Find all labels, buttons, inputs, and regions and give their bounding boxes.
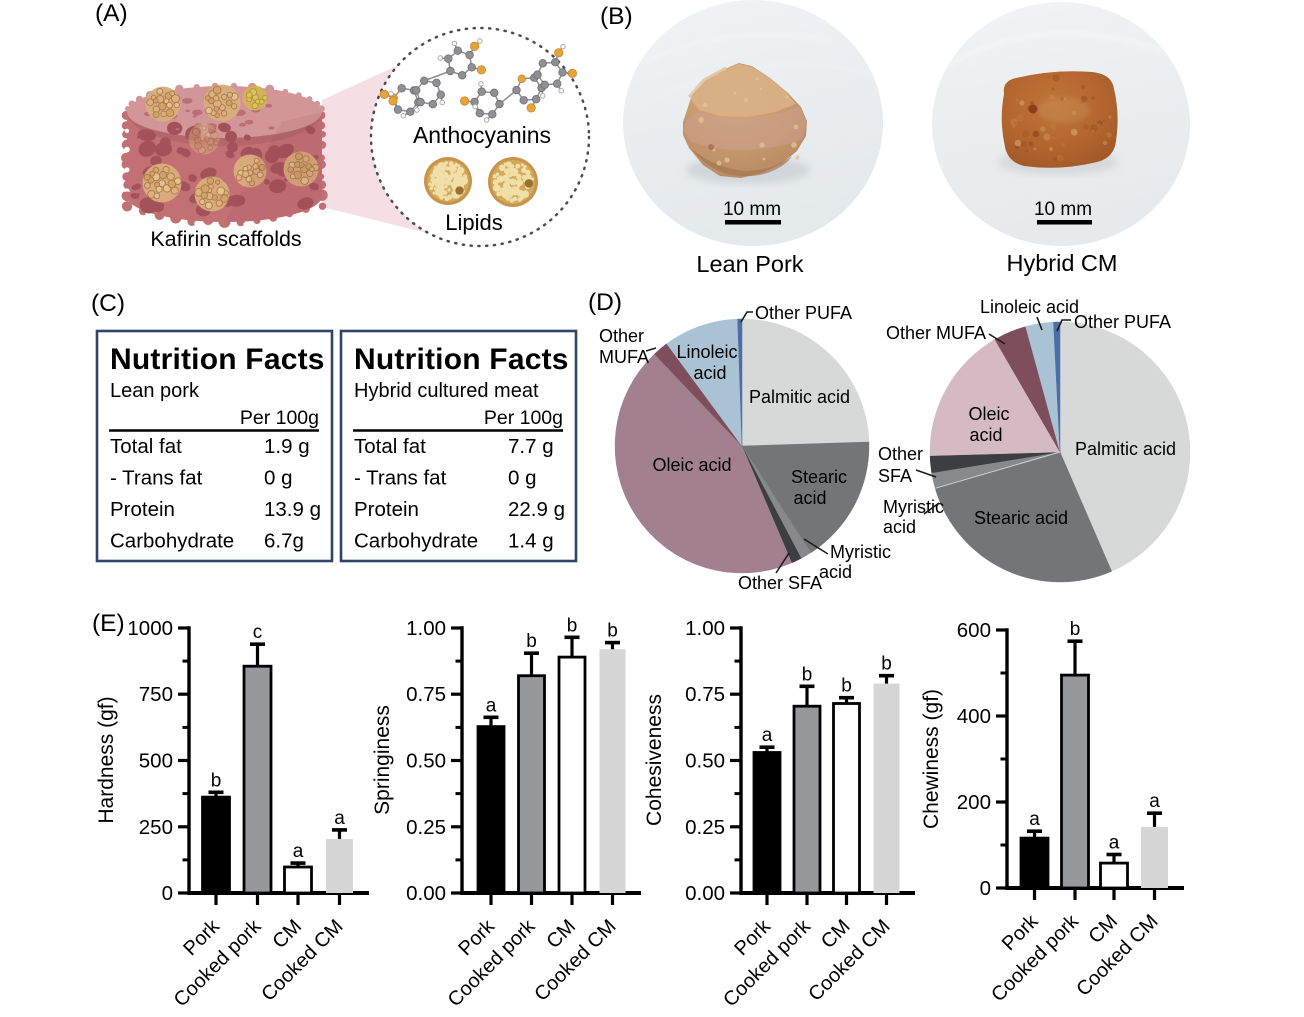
svg-text:1.4 g: 1.4 g	[508, 530, 554, 553]
svg-text:b: b	[526, 631, 537, 652]
svg-text:(E): (E)	[92, 610, 125, 637]
svg-text:400: 400	[957, 705, 991, 728]
svg-text:250: 250	[139, 816, 173, 839]
svg-text:acid: acid	[793, 488, 826, 508]
svg-text:Palmitic acid: Palmitic acid	[1075, 439, 1176, 459]
svg-text:Myristic: Myristic	[883, 497, 944, 517]
svg-text:MUFA: MUFA	[599, 347, 649, 367]
svg-text:a: a	[1149, 791, 1160, 812]
svg-text:b: b	[567, 615, 578, 636]
svg-text:acid: acid	[969, 425, 1002, 445]
svg-text:0 g: 0 g	[264, 467, 293, 490]
svg-text:Nutrition Facts: Nutrition Facts	[354, 343, 569, 376]
svg-text:(D): (D)	[588, 289, 622, 316]
svg-text:10 mm: 10 mm	[723, 199, 781, 220]
svg-text:10 mm: 10 mm	[1034, 199, 1092, 220]
svg-text:7.7 g: 7.7 g	[508, 435, 554, 458]
svg-text:13.9 g: 13.9 g	[264, 498, 321, 521]
svg-text:Springiness: Springiness	[371, 705, 394, 815]
svg-text:a: a	[486, 695, 497, 716]
svg-text:600: 600	[957, 619, 991, 642]
svg-text:acid: acid	[693, 363, 726, 383]
svg-text:Other SFA: Other SFA	[738, 573, 822, 593]
svg-text:Hardness (gf): Hardness (gf)	[95, 696, 118, 823]
svg-text:b: b	[841, 676, 852, 697]
svg-text:0: 0	[980, 877, 991, 900]
svg-text:a: a	[1109, 833, 1120, 854]
svg-text:acid: acid	[819, 562, 852, 582]
svg-text:Per 100g: Per 100g	[484, 407, 563, 429]
svg-text:1.9 g: 1.9 g	[264, 435, 310, 458]
svg-text:b: b	[1070, 619, 1081, 640]
svg-text:b: b	[211, 770, 222, 791]
svg-text:750: 750	[139, 683, 173, 706]
svg-text:0.00: 0.00	[406, 882, 446, 905]
svg-text:Total fat: Total fat	[354, 435, 426, 458]
svg-text:(B): (B)	[600, 3, 633, 30]
svg-text:22.9 g: 22.9 g	[508, 498, 565, 521]
svg-text:Oleic: Oleic	[968, 404, 1009, 424]
svg-text:Lean Pork: Lean Pork	[696, 251, 803, 277]
svg-text:(C): (C)	[91, 290, 125, 317]
svg-text:Lean pork: Lean pork	[110, 380, 200, 402]
svg-text:- Trans fat: - Trans fat	[110, 467, 203, 490]
svg-text:Chewiness (gf): Chewiness (gf)	[920, 689, 943, 829]
svg-text:Protein: Protein	[354, 498, 419, 521]
svg-text:Linoleic acid: Linoleic acid	[980, 297, 1079, 317]
svg-text:0.75: 0.75	[685, 683, 725, 706]
svg-text:a: a	[1029, 809, 1040, 830]
svg-text:Other: Other	[599, 326, 644, 346]
svg-text:1000: 1000	[127, 617, 173, 640]
svg-text:Carbohydrate: Carbohydrate	[354, 530, 478, 553]
svg-text:a: a	[334, 808, 345, 829]
svg-text:0 g: 0 g	[508, 467, 537, 490]
svg-text:Carbohydrate: Carbohydrate	[110, 530, 234, 553]
svg-text:Anthocyanins: Anthocyanins	[413, 122, 551, 148]
svg-text:0.00: 0.00	[685, 882, 725, 905]
svg-text:Other: Other	[878, 444, 923, 464]
svg-text:Other PUFA: Other PUFA	[1074, 312, 1171, 332]
svg-text:Palmitic acid: Palmitic acid	[749, 387, 850, 407]
svg-text:Protein: Protein	[110, 498, 175, 521]
svg-text:Oleic acid: Oleic acid	[652, 455, 731, 475]
svg-text:Linoleic: Linoleic	[676, 342, 737, 362]
svg-text:Hybrid CM: Hybrid CM	[1007, 250, 1118, 276]
svg-text:a: a	[293, 841, 304, 862]
svg-text:Total fat: Total fat	[110, 435, 182, 458]
svg-text:Stearic acid: Stearic acid	[974, 508, 1068, 528]
svg-text:0.25: 0.25	[406, 816, 446, 839]
svg-text:Nutrition Facts: Nutrition Facts	[110, 343, 325, 376]
svg-text:0.50: 0.50	[685, 750, 725, 773]
svg-text:0.75: 0.75	[406, 683, 446, 706]
svg-text:1.00: 1.00	[685, 617, 725, 640]
svg-text:SFA: SFA	[878, 466, 912, 486]
svg-text:a: a	[762, 725, 773, 746]
svg-text:- Trans fat: - Trans fat	[354, 467, 447, 490]
svg-text:1.00: 1.00	[406, 617, 446, 640]
svg-text:Lipids: Lipids	[445, 210, 502, 235]
svg-text:Myristic: Myristic	[830, 542, 891, 562]
svg-text:Other MUFA: Other MUFA	[886, 323, 986, 343]
svg-text:Kafirin scaffolds: Kafirin scaffolds	[150, 227, 301, 251]
svg-text:c: c	[253, 622, 263, 643]
svg-text:b: b	[607, 621, 618, 642]
svg-text:Other PUFA: Other PUFA	[755, 303, 852, 323]
svg-text:200: 200	[957, 791, 991, 814]
svg-text:Per 100g: Per 100g	[240, 407, 319, 429]
svg-text:6.7g: 6.7g	[264, 530, 304, 553]
svg-text:500: 500	[139, 750, 173, 773]
svg-text:Stearic: Stearic	[791, 467, 847, 487]
svg-text:Hybrid cultured meat: Hybrid cultured meat	[354, 380, 539, 402]
svg-text:0: 0	[162, 882, 173, 905]
svg-text:0.50: 0.50	[406, 750, 446, 773]
svg-text:b: b	[881, 654, 892, 675]
svg-text:0.25: 0.25	[685, 816, 725, 839]
svg-text:b: b	[802, 664, 813, 685]
svg-text:(A): (A)	[95, 0, 128, 27]
svg-text:Cohesiveness: Cohesiveness	[643, 694, 666, 826]
svg-text:acid: acid	[883, 517, 916, 537]
